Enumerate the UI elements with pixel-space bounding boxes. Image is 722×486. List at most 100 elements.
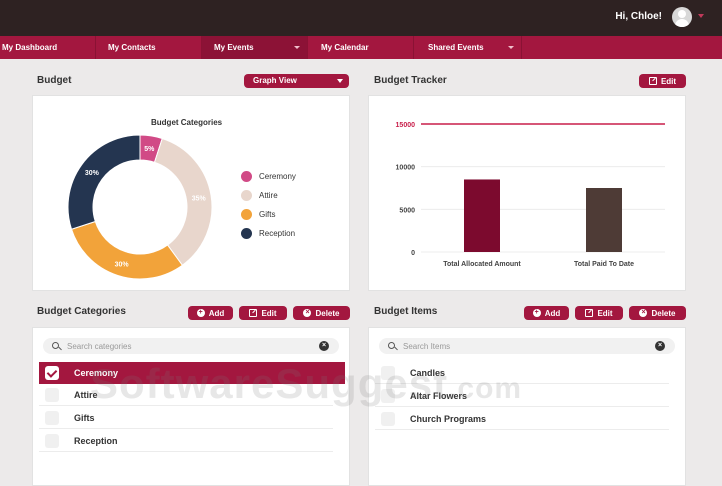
tracker-title: Budget Tracker: [374, 75, 447, 86]
x-tick-label: Total Allocated Amount: [443, 261, 521, 268]
checkbox[interactable]: [45, 388, 59, 402]
nav-label: My Dashboard: [2, 43, 58, 52]
legend-label: Attire: [259, 191, 278, 200]
plus-icon: +: [532, 309, 541, 317]
button-label: Delete: [651, 308, 676, 318]
nav-my-calendar[interactable]: My Calendar: [308, 36, 414, 59]
items-card: Search Items × Candles Altar Flowers Chu…: [368, 327, 686, 486]
search-icon: [52, 342, 59, 349]
watermark: SoftwareSuggest.com: [90, 360, 522, 408]
checkbox[interactable]: [45, 411, 59, 425]
item-label: Candles: [410, 368, 446, 378]
tracker-chart-card: 0 5000 10000 15000 Total Allocated Amount Tot…: [368, 95, 686, 291]
checkbox[interactable]: [381, 366, 395, 380]
checkbox[interactable]: [381, 389, 395, 403]
button-label: Edit: [597, 308, 613, 318]
item-label: Altar Flowers: [410, 391, 468, 401]
clear-search-icon[interactable]: ×: [319, 341, 329, 351]
nav-my-events[interactable]: My Events: [202, 36, 308, 59]
category-row-gifts[interactable]: Gifts: [39, 407, 333, 429]
delete-category-button[interactable]: × Delete: [293, 306, 350, 320]
edit-icon: [648, 77, 657, 85]
legend-label: Gifts: [259, 210, 276, 219]
category-row-ceremony[interactable]: Ceremony: [39, 362, 345, 384]
close-icon: ×: [639, 309, 648, 317]
donut-chart-title: Budget Categories: [151, 118, 223, 127]
category-row-reception[interactable]: Reception: [39, 430, 333, 452]
legend-item-gifts: Gifts: [241, 209, 275, 220]
donut-value-label: 30%: [85, 170, 100, 177]
edit-icon: [585, 309, 594, 317]
checkbox[interactable]: [45, 434, 59, 448]
edit-icon: [249, 309, 258, 317]
budget-chart-card: Budget Categories 5% 35% 30% 30% Ceremony At…: [32, 95, 350, 291]
chevron-down-icon: [337, 79, 343, 83]
donut-value-label: 35%: [192, 196, 207, 203]
nav-shared-events[interactable]: Shared Events: [414, 36, 522, 59]
clear-search-icon[interactable]: ×: [655, 341, 665, 351]
main-nav: My Dashboard My Contacts My Events My Ca…: [0, 36, 722, 59]
nav-label: My Events: [214, 43, 254, 52]
item-search-input[interactable]: Search Items ×: [379, 338, 675, 354]
chevron-down-icon: [508, 46, 514, 49]
legend-swatch: [241, 190, 252, 201]
edit-category-button[interactable]: Edit: [239, 306, 287, 320]
chevron-down-icon: [294, 46, 300, 49]
category-label: Gifts: [74, 413, 95, 423]
donut-value-label: 5%: [144, 146, 155, 153]
view-select[interactable]: Graph View: [244, 74, 349, 88]
user-avatar-icon[interactable]: [672, 7, 692, 27]
button-label: Add: [544, 308, 561, 318]
user-greeting: Hi, Chloe!: [615, 11, 662, 22]
budget-title: Budget: [37, 75, 72, 86]
item-label: Church Programs: [410, 414, 487, 424]
legend-item-attire: Attire: [241, 190, 278, 201]
category-row-attire[interactable]: Attire: [39, 384, 333, 406]
donut-slice-gifts[interactable]: [70, 220, 184, 280]
category-label: Reception: [74, 436, 118, 446]
checkbox[interactable]: [45, 366, 59, 380]
bar-0[interactable]: [464, 179, 500, 252]
tracker-edit-button[interactable]: Edit: [639, 74, 686, 88]
categories-title: Budget Categories: [37, 306, 126, 317]
nav-my-contacts[interactable]: My Contacts: [96, 36, 202, 59]
category-label: Attire: [74, 390, 98, 400]
nav-label: My Contacts: [108, 43, 156, 52]
category-search-input[interactable]: Search categories ×: [43, 338, 339, 354]
y-tick-label: 10000: [396, 165, 416, 172]
checkbox[interactable]: [381, 412, 395, 426]
nav-label: My Calendar: [321, 43, 369, 52]
view-select-value: Graph View: [253, 76, 297, 85]
item-row-altar-flowers[interactable]: Altar Flowers: [375, 385, 669, 407]
y-tick-label: 5000: [399, 207, 415, 214]
search-placeholder: Search categories: [67, 342, 132, 351]
nav-label: Shared Events: [428, 43, 484, 52]
item-row-candles[interactable]: Candles: [375, 362, 669, 384]
chevron-down-icon[interactable]: [698, 14, 704, 18]
watermark-suffix: .com: [448, 372, 523, 405]
button-label: Delete: [315, 308, 340, 318]
button-label: Edit: [660, 76, 677, 86]
close-icon: ×: [303, 309, 312, 317]
legend-swatch: [241, 209, 252, 220]
top-bar: Hi, Chloe!: [0, 0, 722, 36]
nav-my-dashboard[interactable]: My Dashboard: [0, 36, 96, 59]
items-title: Budget Items: [374, 306, 438, 317]
plus-icon: +: [196, 309, 205, 317]
legend-label: Ceremony: [259, 172, 296, 181]
x-tick-label: Total Paid To Date: [574, 261, 634, 268]
watermark-text: SoftwareSuggest: [90, 360, 449, 407]
item-row-church-programs[interactable]: Church Programs: [375, 408, 669, 430]
delete-item-button[interactable]: × Delete: [629, 306, 686, 320]
donut-value-label: 30%: [115, 262, 130, 269]
button-label: Add: [208, 308, 225, 318]
add-item-button[interactable]: + Add: [524, 306, 569, 320]
legend-swatch: [241, 171, 252, 182]
bar-1[interactable]: [586, 188, 622, 252]
legend-label: Reception: [259, 229, 296, 238]
donut-slice-reception[interactable]: [67, 134, 141, 230]
y-tick-label: 0: [411, 250, 415, 257]
donut-chart: 5% 35% 30% 30%: [67, 134, 213, 280]
add-category-button[interactable]: + Add: [188, 306, 233, 320]
edit-item-button[interactable]: Edit: [575, 306, 623, 320]
